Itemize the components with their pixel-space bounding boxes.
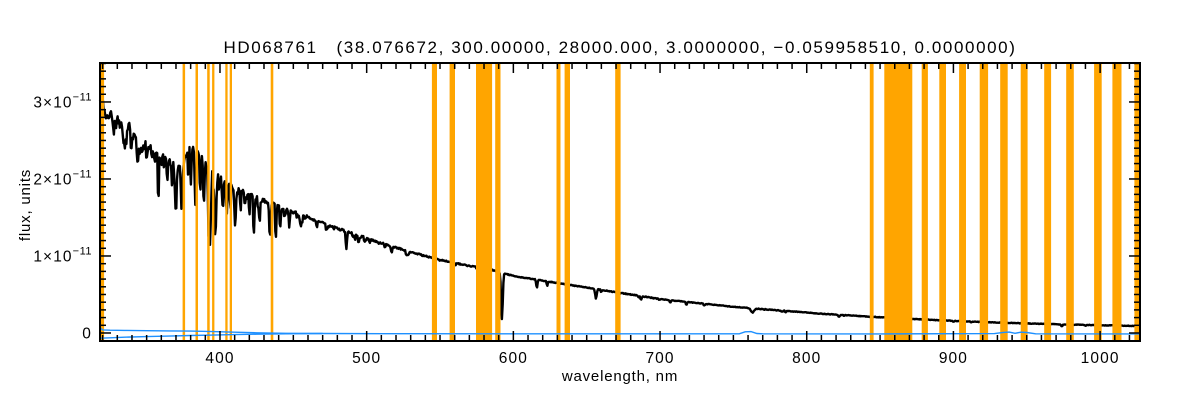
- mask-band: [212, 64, 215, 340]
- x-tick-label: 800: [792, 350, 821, 367]
- x-tick-label: 700: [645, 350, 674, 367]
- mask-band: [939, 64, 946, 340]
- x-axis-label: wavelength, nm: [561, 368, 678, 385]
- mask-band: [1066, 64, 1074, 340]
- mask-band: [270, 64, 274, 340]
- mask-band: [476, 64, 493, 340]
- mask-band: [556, 64, 561, 340]
- mask-band: [1044, 64, 1052, 340]
- mask-band: [979, 64, 989, 340]
- mask-band: [921, 64, 928, 340]
- mask-band: [869, 64, 874, 340]
- mask-band: [564, 64, 570, 340]
- y-tick-label: 1×10−11: [33, 245, 92, 265]
- x-tick-label: 400: [205, 350, 234, 367]
- x-tick-label: 600: [499, 350, 528, 367]
- mask-band: [225, 64, 228, 340]
- mask-band: [195, 64, 198, 340]
- axes-layer: 400 500 600 700 800 900 1000 0 1×10−11 2×10−11 3×1…: [33, 62, 1141, 367]
- mask-band: [229, 64, 232, 340]
- mask-band: [959, 64, 966, 340]
- mask-band: [449, 64, 455, 340]
- mask-band: [1112, 64, 1122, 340]
- plot-frame: [99, 62, 1141, 342]
- mask-band: [207, 64, 210, 340]
- error-lower-curve: [99, 332, 323, 339]
- y-tick-label: 3×10−11: [33, 91, 92, 111]
- plot-title: HD068761 (38.076672, 300.00000, 28000.00…: [224, 38, 1017, 57]
- mask-band: [1020, 64, 1028, 340]
- y-tick-label: 0: [82, 325, 92, 342]
- mask-band: [1094, 64, 1102, 340]
- mask-band: [495, 64, 501, 340]
- mask-band: [182, 64, 186, 340]
- x-tick-label: 1000: [1081, 350, 1120, 367]
- x-tick-label: 900: [939, 350, 968, 367]
- mask-band: [615, 64, 621, 340]
- mask-bands-layer: [100, 64, 1140, 340]
- mask-band: [884, 64, 913, 340]
- y-axis-label: flux, units: [17, 169, 34, 241]
- y-tick-label: 2×10−11: [33, 168, 92, 188]
- mask-band: [431, 64, 437, 340]
- mask-band: [1000, 64, 1008, 340]
- x-tick-label: 500: [352, 350, 381, 367]
